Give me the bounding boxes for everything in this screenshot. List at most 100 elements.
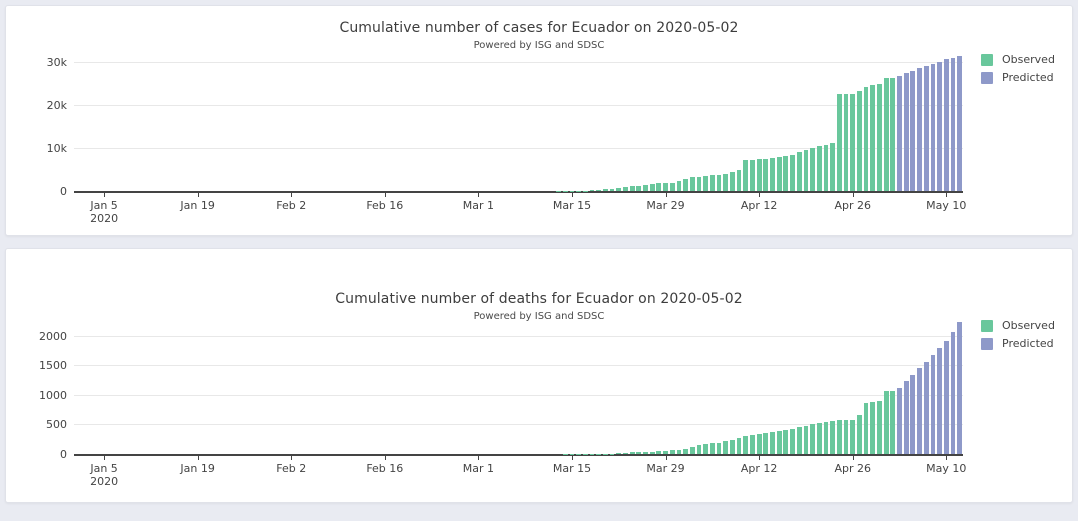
legend: Observed Predicted xyxy=(981,53,1078,89)
bar-observed xyxy=(776,431,782,454)
x-tick-label: Feb 16 xyxy=(366,462,404,475)
bar-observed xyxy=(890,391,896,454)
bar-observed xyxy=(743,160,749,191)
bar-observed xyxy=(877,400,882,454)
x-tick-label: Feb 16 xyxy=(366,199,404,212)
bar-observed xyxy=(816,423,822,454)
bar-observed xyxy=(863,402,869,454)
x-tick-label: May 10 xyxy=(926,199,967,212)
x-tick-label: Feb 2 xyxy=(276,462,307,475)
bar-observed xyxy=(663,182,668,191)
bar-observed xyxy=(716,442,722,454)
y-axis: 0 500 1000 1500 2000 xyxy=(10,321,67,461)
legend-label: Observed xyxy=(1002,319,1055,332)
x-tick-mark xyxy=(384,456,386,460)
x-tick-label: Mar 15 xyxy=(552,199,592,212)
y-tick-label: 20k xyxy=(46,99,67,113)
bar-observed xyxy=(696,176,702,191)
bar-observed xyxy=(803,150,809,191)
bar-observed xyxy=(783,430,789,454)
bar-observed xyxy=(729,171,735,191)
plot-area[interactable] xyxy=(74,56,963,193)
bar-predicted xyxy=(923,66,929,191)
plot-area[interactable] xyxy=(74,321,963,456)
bar-observed xyxy=(856,91,862,191)
x-tick-mark xyxy=(852,193,854,197)
bar-observed xyxy=(689,446,695,454)
bar-observed xyxy=(703,443,709,454)
bar-observed xyxy=(656,451,662,454)
x-tick-mark xyxy=(384,193,386,197)
bar-observed xyxy=(683,179,688,191)
bar-predicted xyxy=(897,75,902,191)
bar-observed xyxy=(856,414,862,454)
legend: Observed Predicted xyxy=(981,319,1078,355)
x-tick-mark xyxy=(946,456,948,460)
x-tick-mark xyxy=(197,193,199,197)
x-tick-label: Apr 12 xyxy=(740,199,778,212)
bar-observed xyxy=(870,401,876,454)
bar-observed xyxy=(810,424,815,454)
y-tick-label: 0 xyxy=(60,185,67,198)
legend-item-observed[interactable]: Observed xyxy=(981,319,1078,332)
x-tick-mark xyxy=(291,456,293,460)
y-tick-label: 2000 xyxy=(39,329,67,343)
gridline xyxy=(74,424,963,426)
bar-observed xyxy=(703,176,709,191)
x-tick-mark xyxy=(665,456,667,460)
bar-observed xyxy=(843,93,849,191)
x-tick-mark xyxy=(759,456,761,460)
x-axis: Jan 5 2020 Jan 19 Feb 2 Feb 16 Mar 1 Mar 15 Mar… xyxy=(74,456,966,488)
bar-observed xyxy=(763,158,769,191)
bar-observed xyxy=(883,78,889,191)
bar-predicted xyxy=(950,332,956,454)
y-tick-label: 0 xyxy=(60,448,67,461)
x-tick-mark xyxy=(104,193,106,197)
bar-observed xyxy=(823,144,829,191)
legend-item-predicted[interactable]: Predicted xyxy=(981,337,1078,350)
legend-label: Predicted xyxy=(1002,71,1054,84)
gridline xyxy=(74,148,963,150)
bar-observed xyxy=(756,159,762,191)
bar-observed xyxy=(629,186,635,191)
bar-predicted xyxy=(917,368,922,454)
bar-observed xyxy=(629,452,635,454)
bar-observed xyxy=(750,435,755,454)
bar-observed xyxy=(823,422,829,454)
chart-title: Cumulative number of cases for Ecuador o… xyxy=(339,20,739,36)
x-tick-mark xyxy=(478,193,480,197)
legend-label: Predicted xyxy=(1002,337,1054,350)
bar-observed xyxy=(863,87,869,191)
legend-item-observed[interactable]: Observed xyxy=(981,53,1078,66)
bar-observed xyxy=(883,391,889,454)
bar-observed xyxy=(830,420,836,454)
x-tick-mark xyxy=(946,193,948,197)
bar-predicted xyxy=(930,355,936,454)
bar-observed xyxy=(623,452,628,454)
bar-predicted xyxy=(957,322,963,454)
bar-observed xyxy=(836,419,842,454)
x-tick-mark xyxy=(197,456,199,460)
bar-observed xyxy=(756,434,762,454)
bar-predicted xyxy=(957,56,963,191)
bar-observed xyxy=(796,152,802,191)
bar-predicted xyxy=(937,348,942,454)
gridline xyxy=(74,365,963,367)
gridline xyxy=(74,105,963,107)
y-tick-label: 30k xyxy=(46,56,67,70)
bar-observed xyxy=(636,185,642,191)
bar-predicted xyxy=(917,68,922,191)
legend-swatch-observed xyxy=(981,319,993,332)
bar-observed xyxy=(830,143,836,191)
legend-item-predicted[interactable]: Predicted xyxy=(981,71,1078,84)
gridline xyxy=(74,394,963,396)
bar-observed xyxy=(616,453,622,454)
x-tick-label: Jan 19 xyxy=(180,462,215,475)
bar-observed xyxy=(696,445,702,454)
bar-observed xyxy=(836,93,842,191)
x-tick-mark xyxy=(852,456,854,460)
bar-predicted xyxy=(923,361,929,454)
bar-observed xyxy=(669,182,675,191)
bar-predicted xyxy=(903,73,909,191)
bar-observed xyxy=(736,437,742,454)
